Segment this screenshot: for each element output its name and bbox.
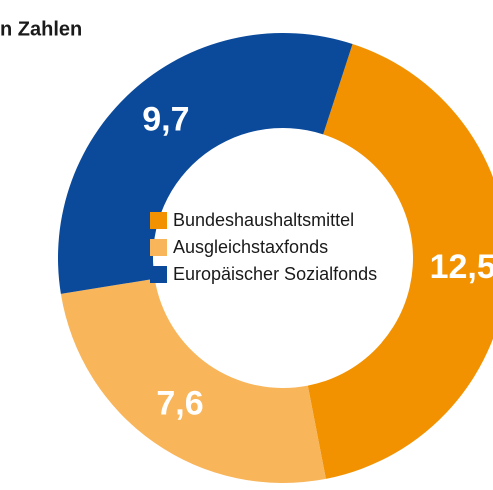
value-label: 12,5 bbox=[430, 248, 493, 286]
value-label: 7,6 bbox=[156, 385, 203, 423]
legend-label: Bundeshaushaltsmittel bbox=[173, 210, 354, 230]
donut-slice bbox=[57, 33, 353, 294]
legend-swatch bbox=[150, 212, 167, 229]
value-label: 9,7 bbox=[142, 100, 189, 138]
donut-slice bbox=[307, 44, 493, 479]
legend-label: Ausgleichstaxfonds bbox=[173, 237, 328, 257]
legend-swatch bbox=[150, 239, 167, 256]
chart-title: n Zahlen bbox=[0, 18, 82, 40]
donut-slice bbox=[60, 278, 326, 483]
legend-label: Europäischer Sozialfonds bbox=[173, 264, 377, 284]
legend-swatch bbox=[150, 266, 167, 283]
